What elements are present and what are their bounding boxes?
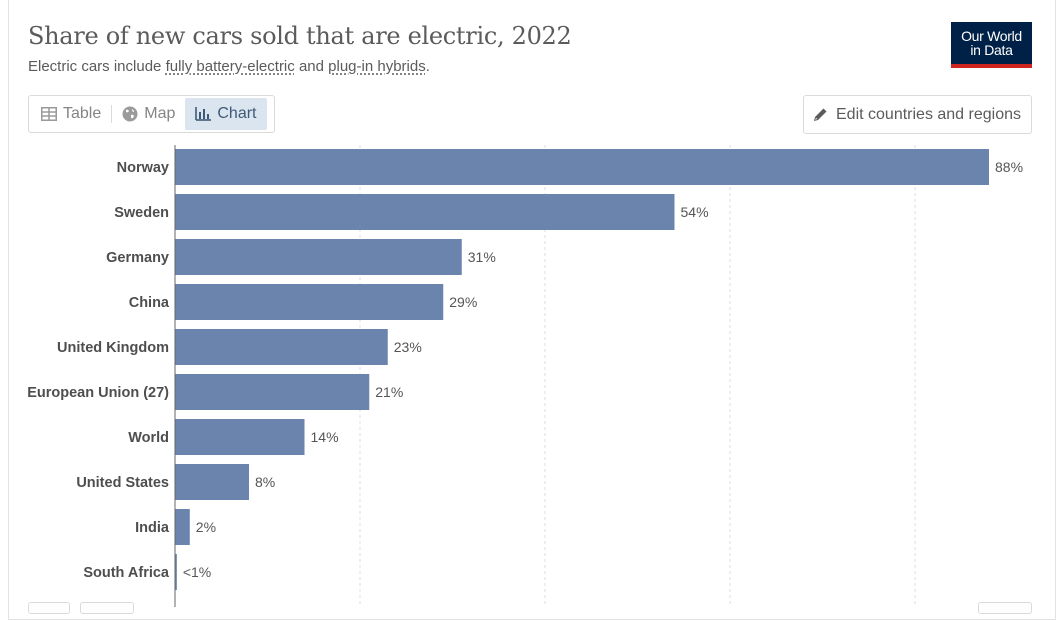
bar — [175, 239, 462, 275]
category-label: Sweden — [114, 205, 169, 221]
value-label: 14% — [311, 429, 339, 445]
category-label: India — [135, 520, 170, 536]
bar-chart: Norway 88% Sweden 54% Germany 31% China 29% Unit… — [27, 145, 1023, 607]
category-label: Germany — [106, 250, 169, 266]
chart-icon — [195, 107, 212, 121]
tab-map[interactable]: Map — [112, 98, 185, 130]
pencil-icon — [814, 108, 827, 121]
tab-map-label: Map — [144, 105, 176, 122]
value-label: 88% — [995, 159, 1023, 175]
value-label: <1% — [183, 564, 211, 580]
tab-chart-label: Chart — [217, 105, 257, 122]
tab-table[interactable]: Table — [31, 98, 111, 130]
owid-logo[interactable]: Our World in Data — [951, 22, 1032, 68]
bar — [175, 374, 370, 410]
tab-divider — [111, 105, 113, 123]
bar — [175, 149, 989, 185]
subtitle-text-mid: and — [294, 58, 329, 75]
category-label: United States — [76, 475, 169, 491]
footer-control-stub — [978, 602, 1032, 614]
globe-icon — [122, 106, 138, 122]
plug-in-hybrids-link[interactable]: plug-in hybrids — [328, 58, 426, 75]
value-label: 54% — [681, 204, 709, 220]
edit-countries-button[interactable]: Edit countries and regions — [803, 95, 1032, 134]
bar — [175, 509, 190, 545]
category-label: South Africa — [83, 565, 170, 581]
bar — [175, 329, 388, 365]
tab-table-label: Table — [63, 105, 102, 122]
edit-countries-label: Edit countries and regions — [836, 105, 1021, 123]
category-label: United Kingdom — [57, 340, 169, 356]
bar — [175, 194, 675, 230]
view-tabs: Table Map Chart — [28, 95, 275, 133]
value-label: 23% — [394, 339, 422, 355]
battery-electric-link[interactable]: fully battery-electric — [165, 58, 295, 75]
bar — [175, 284, 444, 320]
chart-title: Share of new cars sold that are electric… — [28, 22, 572, 50]
bar — [175, 464, 249, 500]
table-icon — [41, 107, 57, 121]
value-label: 29% — [449, 294, 477, 310]
category-label: World — [128, 430, 169, 446]
tab-chart[interactable]: Chart — [185, 98, 267, 130]
value-label: 31% — [468, 249, 496, 265]
footer-control-stub — [28, 602, 70, 614]
category-label: European Union (27) — [27, 385, 169, 401]
logo-line-2: in Data — [970, 42, 1013, 58]
bar — [175, 554, 177, 590]
logo-line-1: Our World — [961, 28, 1022, 44]
chart-subtitle: Electric cars include fully battery-elec… — [28, 58, 430, 75]
subtitle-text: Electric cars include — [28, 58, 166, 75]
value-label: 8% — [255, 474, 275, 490]
value-label: 21% — [375, 384, 403, 400]
category-label: Norway — [117, 160, 169, 176]
category-label: China — [129, 295, 170, 311]
bar — [175, 419, 305, 455]
footer-control-stub — [80, 602, 134, 614]
subtitle-text-end: . — [425, 58, 430, 75]
value-label: 2% — [196, 519, 216, 535]
